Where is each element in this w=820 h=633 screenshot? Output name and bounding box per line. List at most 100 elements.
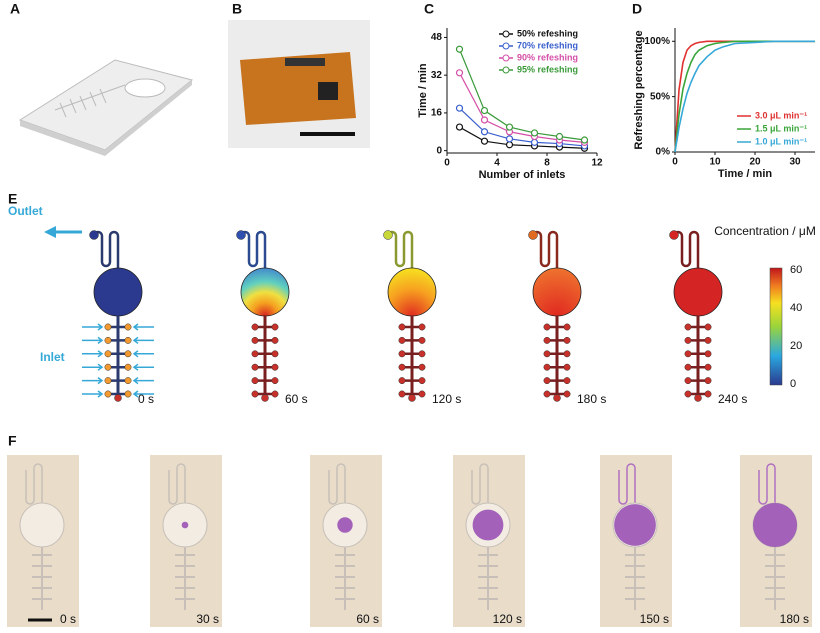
colorbar-tick-label: 0: [790, 378, 796, 390]
data-point: [530, 138, 539, 146]
chamber: [387, 267, 437, 317]
colorbar-label: Concentration / μM: [714, 224, 816, 238]
inlet-port: [124, 390, 132, 398]
panel-label: E: [8, 191, 17, 207]
inlet-port: [251, 377, 259, 385]
data-point: [505, 123, 514, 131]
legend-marker: [502, 30, 510, 38]
inlet-arrow: [82, 377, 154, 385]
time-label: 30 s: [196, 612, 219, 626]
inlet-port: [104, 363, 112, 371]
inlet-port: [684, 323, 692, 331]
inlet-port: [684, 363, 692, 371]
dye: [614, 504, 656, 546]
outlet-port: [89, 230, 99, 240]
inlet-port: [398, 323, 406, 331]
legend-marker: [502, 42, 510, 50]
time-label: 120 s: [493, 612, 522, 626]
legend-label: 3.0 μL min⁻¹: [755, 110, 807, 120]
chamber: [532, 267, 582, 317]
inlet-port: [271, 363, 279, 371]
inlet-port: [114, 394, 122, 402]
time-label: 0 s: [60, 612, 76, 626]
inlet-port: [261, 394, 269, 402]
x-axis-label: Time / min: [718, 168, 772, 180]
x-tick-label: 4: [494, 158, 500, 169]
inlet-port: [684, 336, 692, 344]
inlet-label: Inlet: [40, 350, 65, 364]
x-tick-label: 10: [709, 157, 721, 168]
time-label: 120 s: [432, 392, 461, 406]
inlet-arrow: [82, 363, 154, 371]
colorbar: [769, 267, 783, 386]
legend-label: 90% refeshing: [517, 52, 578, 62]
inlet-arrow: [82, 336, 154, 344]
data-point: [505, 141, 514, 149]
legend-marker: [502, 54, 510, 62]
inlet-port: [563, 323, 571, 331]
x-tick-label: 0: [444, 158, 450, 169]
inlet-port: [398, 350, 406, 358]
data-point: [455, 45, 464, 53]
inlet-port: [124, 363, 132, 371]
outlet-port: [383, 230, 393, 240]
inlet-port: [251, 350, 259, 358]
legend-label: 50% refeshing: [517, 28, 578, 38]
colorbar-tick-label: 60: [790, 264, 802, 276]
photo-channel: [618, 463, 636, 506]
series-line: [674, 40, 815, 153]
inlet-port: [104, 390, 112, 398]
inlet-port: [251, 336, 259, 344]
legend-label: 70% refeshing: [517, 40, 578, 50]
inlet-port: [104, 377, 112, 385]
time-label: 180 s: [577, 392, 606, 406]
inlet-port: [704, 377, 712, 385]
photo-channel: [25, 463, 43, 506]
y-tick-label: 100%: [644, 36, 670, 47]
data-point: [580, 136, 589, 144]
dye: [337, 517, 353, 533]
inlet-port: [553, 394, 561, 402]
inlet-port: [124, 377, 132, 385]
time-label: 60 s: [356, 612, 379, 626]
inlet-port: [104, 350, 112, 358]
x-axis-label: Number of inlets: [479, 169, 566, 181]
inlet-port: [271, 323, 279, 331]
inlet-port: [684, 377, 692, 385]
y-tick-label: 16: [431, 108, 443, 119]
inlet-port: [398, 363, 406, 371]
x-tick-label: 30: [789, 157, 801, 168]
inlet-port: [543, 377, 551, 385]
time-label: 150 s: [640, 612, 669, 626]
inlet-port: [704, 336, 712, 344]
inlet-port: [124, 350, 132, 358]
photo-channel: [328, 463, 346, 506]
inlet-port: [418, 390, 426, 398]
inlet-arrow: [82, 323, 154, 331]
panel-label: A: [10, 1, 20, 17]
inlet-port: [684, 350, 692, 358]
inlet-port: [418, 323, 426, 331]
inlet-port: [563, 350, 571, 358]
x-tick-label: 12: [591, 158, 603, 169]
inlet-port: [543, 350, 551, 358]
chip-render: [18, 59, 194, 156]
photo-channel: [471, 463, 489, 506]
y-tick-label: 0%: [656, 147, 671, 158]
inlet-port: [418, 363, 426, 371]
x-tick-label: 0: [672, 157, 678, 168]
outlet-label: Outlet: [8, 204, 43, 218]
data-point: [505, 135, 514, 143]
y-tick-label: 50%: [650, 91, 670, 102]
inlet-port: [694, 394, 702, 402]
inlet-port: [271, 390, 279, 398]
dye: [753, 503, 797, 547]
x-tick-label: 8: [544, 158, 550, 169]
legend-label: 1.0 μL min⁻¹: [755, 136, 807, 146]
inlet-port: [408, 394, 416, 402]
inlet-port: [418, 377, 426, 385]
chamber: [93, 267, 143, 317]
inlet-port: [418, 336, 426, 344]
outlet-arrow-head: [44, 226, 56, 238]
